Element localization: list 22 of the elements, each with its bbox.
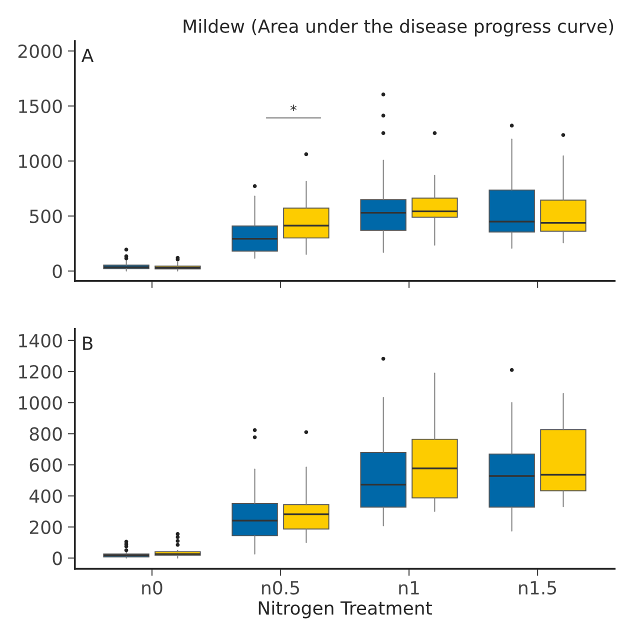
y-tick-label: 1000	[19, 154, 62, 168]
y-tick-label: 800	[30, 427, 62, 441]
x-tick-label: n1	[399, 581, 419, 594]
annotation: A	[82, 48, 94, 62]
y-tick-label: 2000	[18, 44, 62, 58]
y-tick-label: 600	[30, 458, 62, 472]
y-tick-label: 500	[30, 209, 62, 224]
y-tick-label: 0	[52, 264, 62, 278]
y-tick-label: 1000	[19, 396, 62, 410]
x-axis-title: Nitrogen Treatment	[258, 600, 432, 618]
annotation: *	[290, 104, 297, 111]
x-tick-label: n1.5	[519, 581, 556, 595]
y-tick-label: 0	[52, 552, 62, 566]
x-tick-label: n0	[142, 580, 162, 595]
y-tick-label: 1200	[19, 364, 62, 379]
y-tick-label: 1500	[19, 99, 62, 114]
y-tick-label: 1400	[19, 334, 62, 348]
y-tick-label: 200	[30, 520, 62, 534]
x-tick-label: n0.5	[262, 580, 300, 595]
chart-title: Mildew (Area under the disease progress curve)	[184, 19, 614, 36]
annotation: B	[83, 336, 92, 350]
y-tick-label: 400	[29, 489, 62, 504]
